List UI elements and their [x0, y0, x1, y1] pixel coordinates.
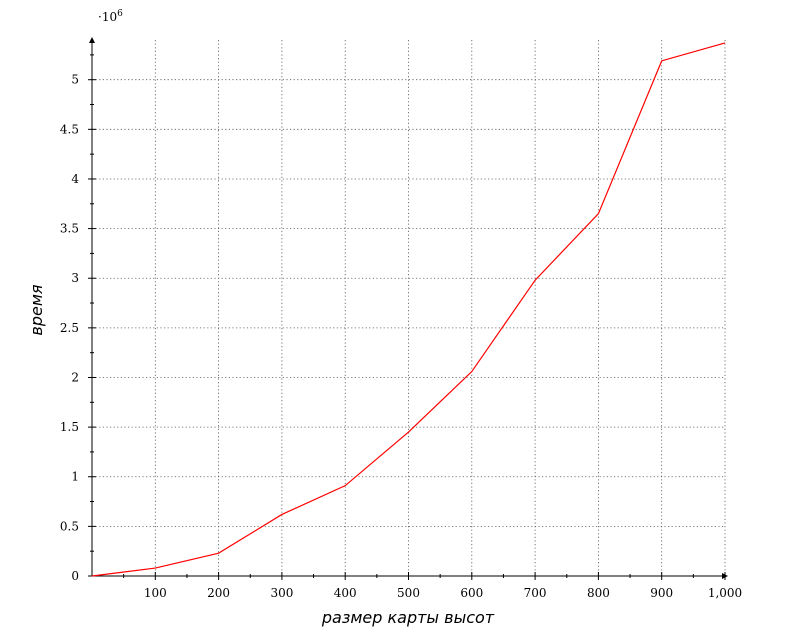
x-tick-label-5: 600	[460, 586, 483, 600]
y-tick-label-5: 2.5	[60, 321, 79, 335]
tick-labels: 100 200 300 400 500 600 700 800 900 1,000 0 0.5 1 1.5…	[60, 73, 742, 600]
x-tick-label-2: 300	[270, 586, 293, 600]
x-tick-label-4: 500	[397, 586, 420, 600]
y-tick-label-2: 1	[71, 470, 79, 484]
y-tick-label-9: 4.5	[60, 122, 79, 136]
series-layer	[91, 42, 726, 577]
x-axis-title: размер карты высот	[321, 608, 495, 627]
x-tick-label-7: 800	[587, 586, 610, 600]
x-tick-label-1: 200	[207, 586, 230, 600]
x-tick-label-9: 1,000	[708, 586, 742, 600]
grid	[92, 40, 726, 576]
x-tick-label-0: 100	[144, 586, 167, 600]
axis-ticks	[88, 54, 726, 580]
series-line-0	[91, 42, 726, 577]
y-tick-label-4: 2	[71, 370, 79, 384]
y-tick-label-10: 5	[71, 73, 79, 87]
x-tick-label-6: 700	[524, 586, 547, 600]
y-tick-label-3: 1.5	[60, 420, 79, 434]
x-tick-label-8: 900	[650, 586, 673, 600]
y-tick-label-1: 0.5	[60, 519, 79, 533]
y-axis-arrow	[89, 37, 95, 43]
x-tick-label-3: 400	[334, 586, 357, 600]
y-axis-title: время	[27, 284, 46, 336]
y-tick-label-6: 3	[71, 271, 79, 285]
y-tick-label-8: 4	[71, 172, 79, 186]
y-tick-label-0: 0	[71, 569, 79, 583]
y-axis-multiplier: ·106	[98, 9, 123, 24]
y-tick-label-7: 3.5	[60, 222, 79, 236]
